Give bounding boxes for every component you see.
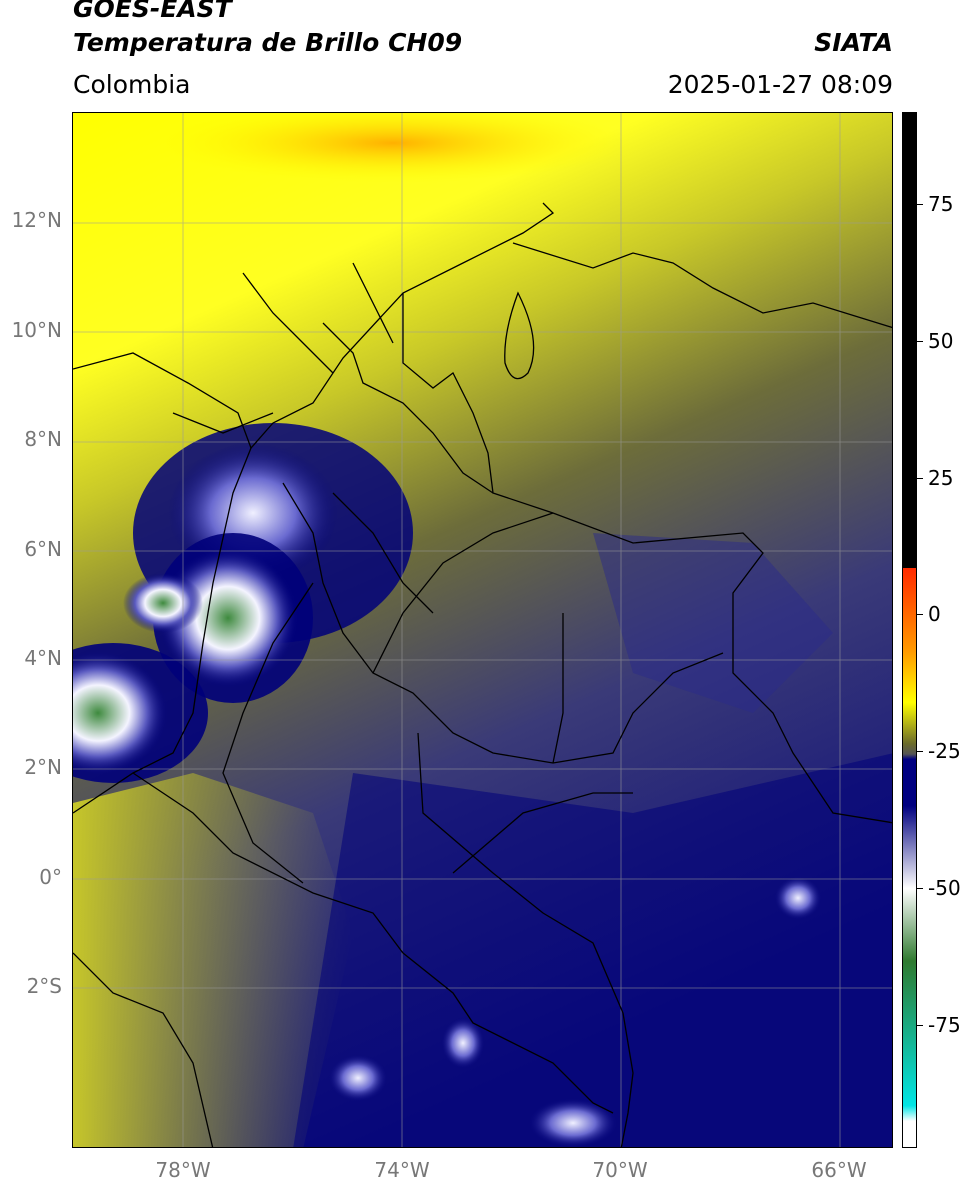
product-title: Temperatura de Brillo CH09 (73, 28, 463, 57)
lat-label: 10°N (11, 318, 62, 342)
colorbar-label: -50 (928, 876, 961, 900)
satellite-map (73, 113, 892, 1147)
gridlines (73, 113, 892, 1147)
colorbar-tick (917, 1025, 923, 1026)
colorbar-tick (917, 751, 923, 752)
colorbar-label: -25 (928, 739, 961, 763)
lat-label: 2°S (26, 974, 62, 998)
timestamp-label: 2025-01-27 08:09 (667, 70, 893, 99)
cloud-cell-south3 (528, 1098, 618, 1147)
colorbar-tick (917, 614, 923, 615)
warm-region (153, 113, 633, 183)
lon-label: 78°W (155, 1158, 211, 1182)
cloud-cell-east (774, 876, 822, 920)
colorbar-label: 25 (928, 466, 954, 490)
colorbar-label: 75 (928, 192, 954, 216)
region-label: Colombia (73, 70, 191, 99)
lat-label: 6°N (24, 537, 62, 561)
lat-label: 4°N (24, 646, 62, 670)
colorbar-label: -75 (928, 1013, 961, 1037)
lat-label: 0° (39, 865, 62, 889)
lat-label: 2°N (24, 755, 62, 779)
lon-label: 66°W (811, 1158, 867, 1182)
cloud-core-west (123, 573, 203, 633)
cloud-core-central (158, 548, 298, 688)
satellite-title: GOES-EAST (73, 0, 232, 23)
cloud-core-southwest (73, 651, 168, 775)
borders (73, 202, 892, 1147)
lat-label: 12°N (11, 208, 62, 232)
colorbar-label: 50 (928, 329, 954, 353)
lat-label: 8°N (24, 427, 62, 451)
map-panel[interactable] (72, 112, 893, 1148)
organization-label: SIATA (814, 28, 893, 57)
lon-label: 74°W (374, 1158, 430, 1182)
colorbar-tick (917, 478, 923, 479)
cloud-cell-south2 (441, 1017, 485, 1069)
colorbar (902, 112, 917, 1148)
colorbar-tick (917, 341, 923, 342)
colorbar-label: 0 (928, 602, 941, 626)
colorbar-tick (917, 204, 923, 205)
cloud-cell-south (328, 1054, 388, 1102)
colorbar-tick (917, 888, 923, 889)
lon-label: 70°W (592, 1158, 648, 1182)
cold-east (593, 533, 833, 713)
